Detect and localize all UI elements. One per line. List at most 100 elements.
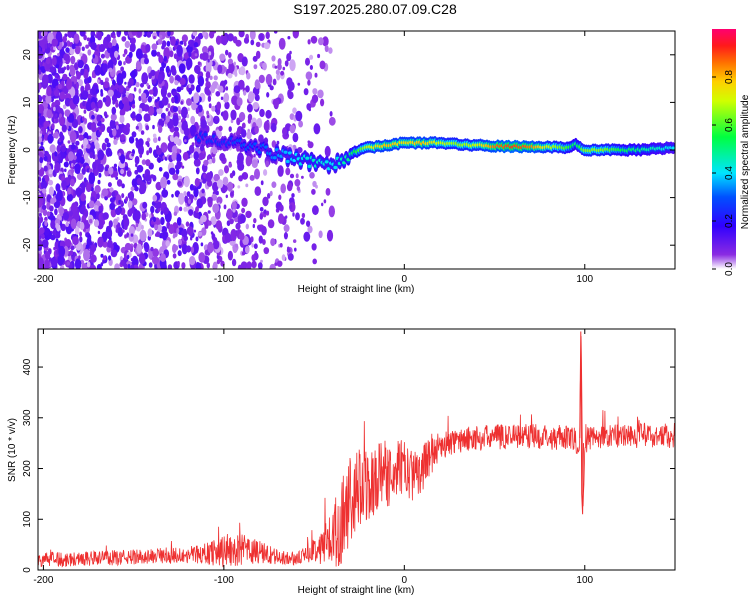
- noise-blob: [245, 210, 252, 219]
- noise-blob: [278, 213, 284, 224]
- noise-blob: [54, 208, 58, 216]
- noise-blob: [157, 157, 162, 163]
- noise-blob: [297, 82, 301, 86]
- ridge-core: [324, 160, 329, 164]
- noise-blob: [63, 66, 67, 71]
- noise-blob: [311, 94, 319, 104]
- noise-blob: [225, 86, 229, 91]
- noise-blob: [131, 111, 136, 118]
- noise-blob: [93, 205, 99, 212]
- noise-blob: [83, 34, 87, 41]
- noise-blob: [146, 82, 149, 87]
- noise-blob: [74, 258, 82, 269]
- noise-blob: [211, 105, 216, 112]
- noise-blob: [53, 46, 56, 51]
- noise-blob: [71, 163, 74, 167]
- colorbar-tick-label: 0.6: [724, 118, 735, 132]
- noise-blob: [176, 148, 180, 153]
- noise-blob: [130, 70, 136, 80]
- noise-blob: [218, 169, 224, 176]
- noise-blob: [74, 226, 80, 235]
- noise-blob: [141, 72, 149, 85]
- noise-blob: [123, 101, 131, 112]
- noise-blob: [150, 205, 155, 214]
- noise-blob: [92, 161, 97, 171]
- noise-blob: [49, 66, 56, 73]
- x-tick-label: -100: [214, 274, 234, 285]
- noise-blob: [86, 261, 91, 268]
- noise-blob: [53, 246, 56, 251]
- noise-blob: [171, 68, 177, 76]
- noise-blob: [255, 50, 261, 59]
- noise-blob: [296, 186, 301, 192]
- noise-blob: [136, 243, 143, 254]
- noise-blob: [278, 194, 282, 201]
- noise-blob: [45, 94, 52, 104]
- noise-blob: [79, 52, 83, 57]
- noise-blob: [176, 217, 182, 226]
- noise-blob: [279, 243, 283, 248]
- noise-blob: [44, 228, 50, 236]
- noise-blob: [120, 259, 125, 266]
- noise-blob: [253, 64, 258, 70]
- noise-blob: [148, 147, 153, 154]
- noise-blob: [67, 151, 75, 162]
- noise-blob: [267, 219, 275, 229]
- noise-blob: [173, 211, 178, 216]
- noise-blob: [238, 31, 245, 38]
- noise-blob: [223, 66, 227, 72]
- noise-blob: [158, 31, 166, 40]
- noise-blob: [193, 229, 197, 233]
- ridge-core: [196, 138, 201, 143]
- noise-blob: [59, 134, 65, 142]
- noise-blob: [139, 153, 143, 158]
- noise-blob: [118, 31, 122, 35]
- colorbar-ticks: 0.0 0.2 0.4 0.6 0.8: [712, 70, 735, 276]
- noise-blob: [70, 31, 75, 36]
- noise-blob: [50, 234, 56, 241]
- noise-blob: [140, 224, 144, 230]
- noise-blob: [159, 34, 163, 39]
- noise-blob: [157, 38, 163, 45]
- noise-blob: [163, 207, 169, 215]
- noise-blob: [47, 73, 53, 84]
- noise-blob: [237, 152, 244, 165]
- noise-blob: [56, 64, 60, 69]
- noise-blob: [273, 31, 278, 34]
- noise-blob: [251, 260, 257, 269]
- ridge-core: [283, 150, 288, 154]
- noise-blob: [119, 134, 126, 141]
- noise-blob: [131, 198, 138, 206]
- noise-blob: [55, 223, 59, 229]
- noise-blob: [142, 201, 148, 209]
- noise-blob: [44, 216, 48, 222]
- noise-blob: [175, 75, 181, 82]
- noise-blob: [136, 31, 142, 37]
- noise-blob: [59, 207, 65, 217]
- noise-blob: [108, 255, 112, 261]
- noise-blob: [289, 59, 296, 72]
- noise-blob: [210, 231, 214, 235]
- noise-blob: [51, 56, 57, 66]
- noise-blob: [295, 212, 300, 221]
- x-tick-label: 100: [576, 575, 593, 586]
- noise-blob: [147, 228, 153, 238]
- noise-blob: [79, 222, 85, 231]
- noise-blob: [317, 53, 321, 59]
- noise-blob: [221, 35, 228, 46]
- noise-blob: [303, 88, 309, 96]
- noise-blob: [79, 236, 83, 243]
- noise-blob: [120, 200, 124, 206]
- noise-blob: [172, 243, 177, 254]
- y-tick-label: 20: [22, 49, 33, 61]
- noise-blob: [173, 95, 179, 104]
- noise-blob: [197, 32, 204, 40]
- noise-blob: [275, 69, 280, 75]
- noise-blob: [245, 223, 249, 230]
- noise-blob: [70, 55, 76, 65]
- noise-blob: [83, 152, 89, 161]
- noise-blob: [224, 185, 228, 192]
- noise-blob: [318, 230, 323, 239]
- noise-blob: [177, 121, 183, 128]
